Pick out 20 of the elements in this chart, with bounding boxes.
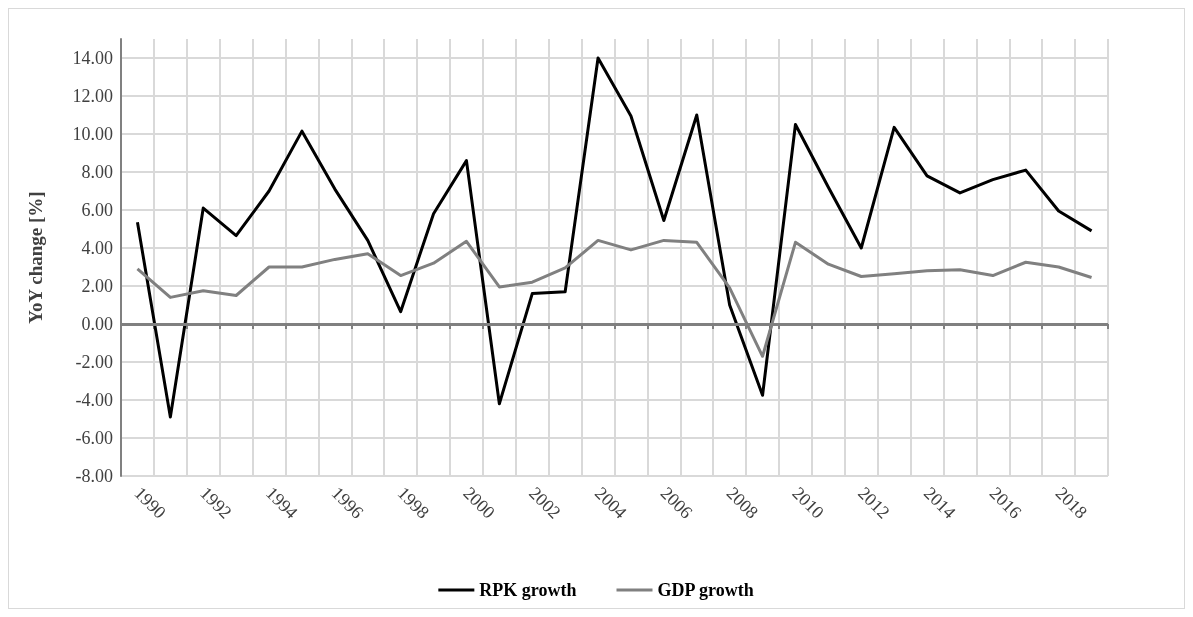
y-tick-label: -4.00 bbox=[75, 390, 113, 410]
y-tick-label: 14.00 bbox=[72, 48, 113, 68]
y-tick-label: 4.00 bbox=[81, 238, 113, 258]
legend-label: RPK growth bbox=[479, 580, 577, 600]
x-tick-label: 1998 bbox=[393, 482, 434, 523]
legend-label: GDP growth bbox=[657, 580, 754, 600]
y-tick-label: 12.00 bbox=[72, 86, 113, 106]
line-series bbox=[135, 56, 1094, 419]
x-tick-label: 1996 bbox=[327, 482, 368, 523]
y-tick-label: 10.00 bbox=[72, 124, 113, 144]
y-tick-label: -2.00 bbox=[75, 352, 113, 372]
y-tick-label: 6.00 bbox=[81, 200, 113, 220]
x-tick-label: 1994 bbox=[261, 482, 302, 523]
y-tick-label: 8.00 bbox=[81, 162, 113, 182]
x-tick-label: 1990 bbox=[130, 482, 170, 523]
y-tick-label: 2.00 bbox=[81, 276, 113, 296]
y-axis-title: YoY change [%] bbox=[25, 191, 46, 324]
y-tick-label: -6.00 bbox=[75, 428, 113, 448]
y-tick-label: 0.00 bbox=[81, 314, 113, 334]
y-tick-label: -8.00 bbox=[75, 466, 113, 486]
